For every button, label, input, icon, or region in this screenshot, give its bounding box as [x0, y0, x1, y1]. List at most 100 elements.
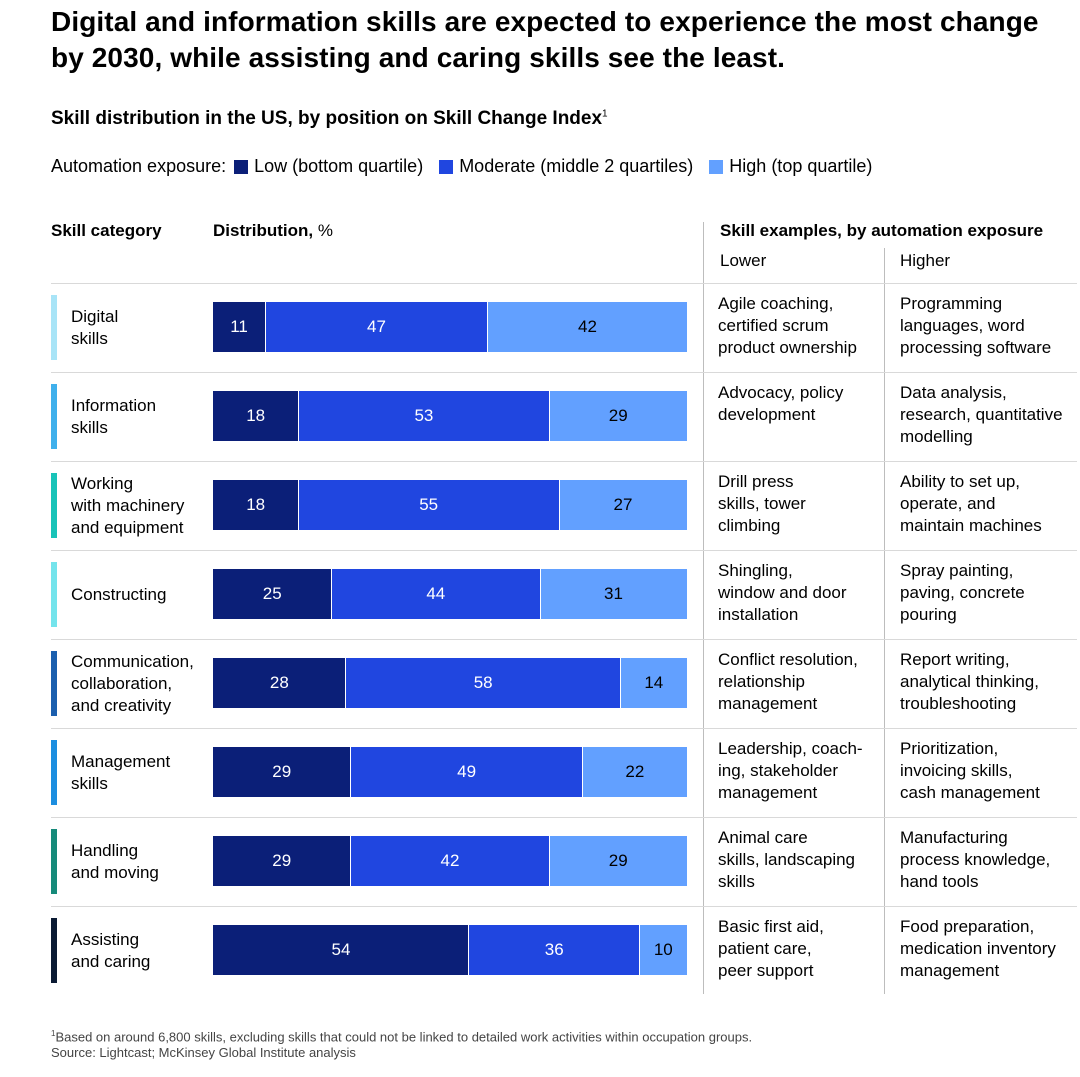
- example-higher: Food preparation, medication inventory man…: [900, 916, 1078, 982]
- row-accent-bar: [51, 295, 57, 360]
- example-higher: Spray painting, paving, concrete pouring: [900, 560, 1078, 626]
- bar-value-label: 29: [608, 406, 628, 425]
- legend-swatch-high: [709, 159, 724, 174]
- example-lower-line: development: [718, 405, 816, 424]
- col-header-examples: Skill examples, by automation exposure: [720, 221, 1044, 240]
- bar-segment: [213, 569, 332, 619]
- row-label-line: Communication,: [71, 651, 194, 671]
- bar-value-label: 28: [269, 673, 289, 692]
- row-label-line: Constructing: [71, 584, 167, 604]
- row-label: Working with machinery and equipment: [71, 473, 206, 539]
- col-header-distribution: Distribution, %: [213, 221, 333, 241]
- row-divider: [51, 283, 1077, 284]
- example-lower-line: Conflict resolution,: [718, 650, 858, 669]
- example-lower-line: management: [718, 783, 818, 802]
- bar-separator: [582, 747, 584, 797]
- example-higher: Prioritization, invoicing skills, cash man…: [900, 738, 1078, 804]
- bar-segment: [620, 658, 687, 708]
- legend-label: Automation exposure:: [51, 156, 227, 176]
- bar-segment: [549, 836, 687, 886]
- bar-separator: [264, 302, 266, 352]
- bar-segment: [540, 569, 687, 619]
- example-lower-line: peer support: [718, 961, 814, 980]
- example-lower-line: Advocacy, policy: [718, 383, 844, 402]
- bar-separator: [349, 836, 351, 886]
- bar-separator: [297, 480, 299, 530]
- example-lower: Basic first aid, patient care, peer suppor…: [718, 916, 882, 982]
- bar-segment: [213, 302, 266, 352]
- example-lower-line: management: [718, 694, 818, 713]
- example-lower: Advocacy, policy development: [718, 382, 882, 426]
- bar-value-label: 55: [419, 495, 439, 514]
- row-label-line: Digital: [71, 306, 119, 326]
- footnote-text: Based on around 6,800 skills, excluding …: [55, 1029, 753, 1045]
- example-higher-line: analytical thinking,: [900, 672, 1039, 691]
- row-accent-bar: [51, 384, 57, 449]
- example-lower-line: Leadership, coach-: [718, 739, 863, 758]
- example-higher-line: modelling: [900, 427, 973, 446]
- example-lower-line: certified scrum: [718, 316, 829, 335]
- legend-item-high: High (top quartile): [729, 156, 873, 176]
- footnote-source: Source: Lightcast; McKinsey Global Insti…: [51, 1045, 356, 1061]
- example-higher-line: Food preparation,: [900, 917, 1035, 936]
- row-label-line: and moving: [71, 862, 159, 882]
- bar-segment: [582, 747, 687, 797]
- row-accent-bar: [51, 829, 57, 894]
- example-lower: Leadership, coach-ing, stakeholder manage…: [718, 738, 882, 804]
- example-lower-line: Agile coaching,: [718, 294, 834, 313]
- row-label-line: Management: [71, 751, 171, 771]
- example-higher-line: processing software: [900, 338, 1052, 357]
- bar-value-label: 25: [262, 584, 282, 603]
- lower-higher-divider: [884, 248, 885, 994]
- row-label-line: Assisting: [71, 929, 140, 949]
- col-header-distribution-unit: %: [317, 221, 333, 240]
- legend: Automation exposure: Low (bottom quartil…: [51, 156, 872, 177]
- bar-separator: [345, 658, 347, 708]
- example-lower-line: skills, tower: [718, 494, 806, 513]
- example-lower-line: installation: [718, 605, 799, 624]
- bar-value-label: 54: [331, 940, 351, 959]
- example-lower: Agile coaching, certified scrum product ow…: [718, 293, 882, 359]
- example-lower-line: window and door: [718, 583, 847, 602]
- col-header-distribution-text: Distribution,: [213, 221, 314, 240]
- row-accent-bar: [51, 473, 57, 538]
- example-lower: Drill press skills, tower climbing: [718, 471, 882, 537]
- example-higher-line: Programming: [900, 294, 1003, 313]
- bar-value-label: 27: [613, 495, 633, 514]
- bar-segment: [298, 480, 559, 530]
- example-higher-line: operate, and: [900, 494, 996, 513]
- example-higher: Data analysis, research, quantitative mode…: [900, 382, 1078, 448]
- row-divider: [51, 906, 1077, 907]
- example-higher-line: Spray painting,: [900, 561, 1014, 580]
- legend-item-moderate: Moderate (middle 2 quartiles): [459, 156, 694, 176]
- footnote: 1Based on around 6,800 skills, excluding…: [51, 1026, 752, 1061]
- example-higher-line: Ability to set up,: [900, 472, 1021, 491]
- example-higher-line: cash management: [900, 783, 1040, 802]
- example-higher-line: maintain machines: [900, 516, 1042, 535]
- row-label-line: collaboration,: [71, 673, 173, 693]
- example-higher-line: hand tools: [900, 872, 979, 891]
- bar-separator: [297, 391, 299, 441]
- example-lower-line: Shingling,: [718, 561, 793, 580]
- bar-value-label: 47: [367, 317, 386, 336]
- row-label: Assisting and caring: [71, 929, 206, 973]
- bar-segment: [350, 836, 550, 886]
- col-header-category: Skill category: [51, 221, 162, 240]
- example-higher: Report writing, analytical thinking, troub…: [900, 649, 1078, 715]
- example-higher-line: medication inventory: [900, 939, 1056, 958]
- bar-value-label: 53: [414, 406, 434, 425]
- row-label-line: skills: [71, 328, 108, 348]
- example-lower-line: climbing: [718, 516, 781, 535]
- example-higher-line: Prioritization,: [900, 739, 999, 758]
- legend-swatch-moderate: [439, 159, 454, 174]
- example-higher-line: Manufacturing: [900, 828, 1008, 847]
- bar-value-label: 44: [426, 584, 446, 603]
- example-higher-line: Data analysis,: [900, 383, 1007, 402]
- example-lower-line: Basic first aid,: [718, 917, 824, 936]
- col-subheader-higher: Higher: [900, 251, 951, 270]
- row-label-line: and creativity: [71, 695, 172, 715]
- bar-separator: [539, 569, 541, 619]
- bar-value-label: 18: [246, 406, 266, 425]
- bar-segment: [331, 569, 541, 619]
- bar-segment: [213, 925, 469, 975]
